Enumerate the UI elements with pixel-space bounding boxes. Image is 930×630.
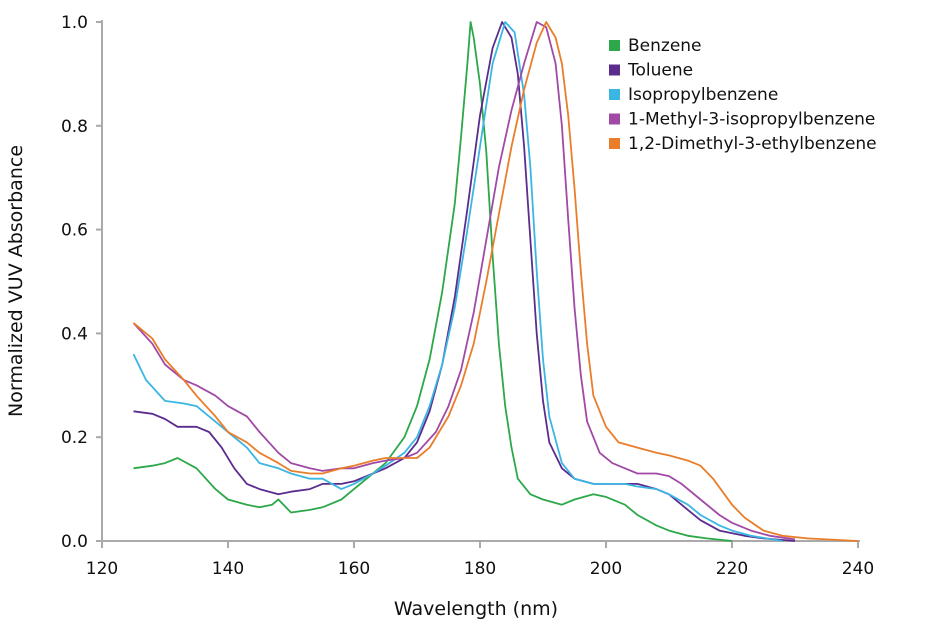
legend-swatch xyxy=(609,113,620,125)
legend-label: 1-Methyl-3-isopropylbenzene xyxy=(628,110,875,130)
series-line-4 xyxy=(132,21,796,541)
legend: Benzene Toluene Isopropylbenzene 1-Methyl-3… xyxy=(609,36,877,154)
series-line-3 xyxy=(132,21,783,542)
x-tick-label: 180 xyxy=(464,559,496,579)
x-tick-label: 140 xyxy=(212,559,244,579)
y-axis-label: Normalized VUV Absorbance xyxy=(5,145,27,417)
y-tick-label: 0.4 xyxy=(61,324,88,344)
legend-label: Toluene xyxy=(627,61,693,81)
y-tick-label: 0.0 xyxy=(61,532,88,552)
legend-swatch xyxy=(609,89,620,100)
y-tick-label: 0.6 xyxy=(61,221,88,241)
series-line-5 xyxy=(132,21,859,542)
legend-swatch xyxy=(609,138,620,149)
x-tick-label: 160 xyxy=(338,559,370,579)
x-tick-label: 200 xyxy=(590,559,622,579)
series-line-1 xyxy=(133,21,733,542)
y-tick-label: 0.2 xyxy=(61,428,88,448)
x-tick-label: 220 xyxy=(716,559,748,579)
legend-swatch xyxy=(609,64,620,76)
x-tick-label: 120 xyxy=(86,559,118,579)
series-line-2 xyxy=(133,21,796,542)
x-tick-label: 240 xyxy=(842,559,874,579)
y-tick-label: 0.8 xyxy=(61,117,88,137)
x-axis-label: Wavelength (nm) xyxy=(394,598,558,620)
legend-swatch xyxy=(609,40,620,51)
legend-label: Benzene xyxy=(628,36,702,56)
legend-label: 1,2-Dimethyl-3-ethylbenzene xyxy=(628,134,877,154)
legend-label: Isopropylbenzene xyxy=(628,85,778,105)
y-tick-label: 1.0 xyxy=(61,13,88,33)
